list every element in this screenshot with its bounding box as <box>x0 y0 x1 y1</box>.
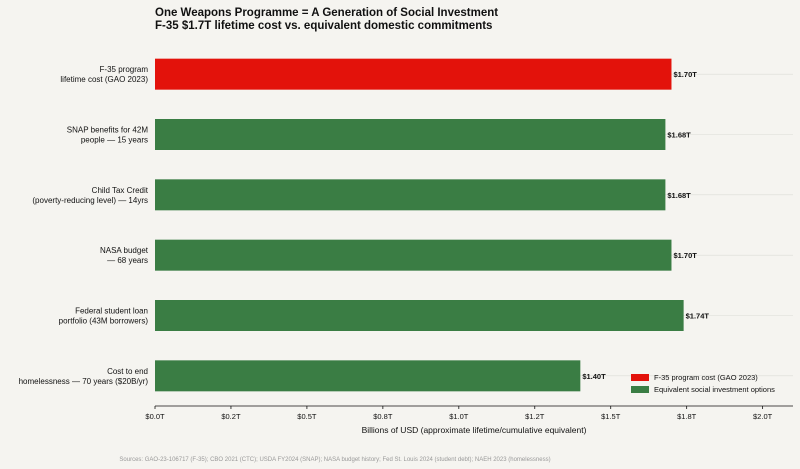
x-tick-label: $1.0T <box>449 412 469 421</box>
category-label: Federal student loan portfolio (43M borro… <box>59 307 149 326</box>
category-label: NASA budget — 68 years <box>100 246 149 265</box>
value-labels: $1.70T $1.68T $1.68T $1.70T $1.74T $1.40T <box>582 70 709 381</box>
value-label: $1.68T <box>667 131 691 140</box>
category-label-line: SNAP benefits for 42M <box>67 126 149 135</box>
x-axis: $0.0T $0.2T $0.5T $0.8T $1.0T $1.2T $1.5T $1.8T… <box>145 405 793 421</box>
category-label-line: lifetime cost (GAO 2023) <box>60 75 148 84</box>
legend-label: F-35 program cost (GAO 2023) <box>654 373 758 382</box>
legend: F-35 program cost (GAO 2023) Equivalent s… <box>631 373 775 394</box>
category-label: Cost to end homelessness — 70 years ($20B… <box>19 367 149 386</box>
chart-subtitle: F-35 $1.7T lifetime cost vs. equivalent … <box>155 20 492 32</box>
bars <box>155 58 684 392</box>
category-label-line: NASA budget <box>100 246 149 255</box>
legend-swatch-f35 <box>631 374 649 381</box>
chart-title: One Weapons Programme = A Generation of … <box>155 7 498 19</box>
category-label-line: homelessness — 70 years ($20B/yr) <box>19 377 149 386</box>
x-axis-title: Billions of USD (approximate lifetime/cu… <box>362 425 587 435</box>
category-label-line: Child Tax Credit <box>92 186 149 195</box>
x-tick-label: $0.0T <box>145 412 165 421</box>
x-tick-label: $1.5T <box>601 412 621 421</box>
bar-social <box>155 360 581 392</box>
bar-social <box>155 239 672 271</box>
category-label-line: — 68 years <box>107 256 148 265</box>
category-label-line: portfolio (43M borrowers) <box>59 317 149 326</box>
bar-f35 <box>155 58 672 90</box>
legend-swatch-social <box>631 386 649 393</box>
x-tick-label: $2.0T <box>753 412 773 421</box>
x-tick-label: $1.2T <box>525 412 545 421</box>
category-label: SNAP benefits for 42M people — 15 years <box>67 126 149 145</box>
bar-social <box>155 119 666 150</box>
x-tick-label: $0.8T <box>373 412 393 421</box>
value-label: $1.70T <box>673 70 697 79</box>
source-note: Sources: GAO-23-106717 (F-35); CBO 2021 … <box>119 457 550 463</box>
bar-social <box>155 300 684 331</box>
category-label-line: people — 15 years <box>81 136 148 145</box>
category-label-line: (poverty-reducing level) — 14yrs <box>32 196 148 205</box>
bar-social <box>155 179 666 211</box>
category-label: F-35 program lifetime cost (GAO 2023) <box>60 65 148 84</box>
value-label: $1.70T <box>673 251 697 260</box>
value-label: $1.74T <box>686 312 710 321</box>
value-label: $1.68T <box>667 191 691 200</box>
category-label: Child Tax Credit (poverty-reducing level)… <box>32 186 148 205</box>
x-tick-label: $0.2T <box>221 412 241 421</box>
category-label-line: F-35 program <box>100 65 149 74</box>
legend-label: Equivalent social investment options <box>654 385 775 394</box>
x-tick-label: $0.5T <box>297 412 317 421</box>
x-tick-label: $1.8T <box>677 412 697 421</box>
category-labels: F-35 program lifetime cost (GAO 2023) SNAP… <box>19 65 149 386</box>
value-label: $1.40T <box>582 372 606 381</box>
category-label-line: Cost to end <box>107 367 148 376</box>
category-label-line: Federal student loan <box>75 307 148 316</box>
